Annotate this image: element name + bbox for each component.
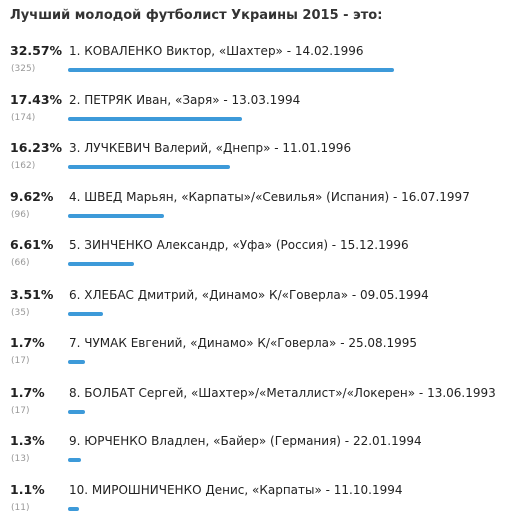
option-percent: 1.7% [10,385,45,400]
poll-title: Лучший молодой футболист Украины 2015 - … [10,8,383,23]
option-label: 5. ЗИНЧЕНКО Александр, «Уфа» (Россия) - … [69,238,409,252]
option-votes: (17) [11,406,30,416]
option-label: 4. ШВЕД Марьян, «Карпаты»/«Севилья» (Исп… [69,190,470,204]
option-votes: (162) [11,161,36,171]
option-percent: 3.51% [10,287,54,302]
option-label: 1. КОВАЛЕНКО Виктор, «Шахтер» - 14.02.19… [69,44,364,58]
option-votes: (66) [11,258,30,268]
option-votes: (11) [11,503,30,513]
option-votes: (325) [11,64,36,74]
poll-option-2: 17.43% 2. ПЕТРЯК Иван, «Заря» - 13.03.19… [0,92,508,132]
poll-option-8: 1.7% 8. БОЛБАТ Сергей, «Шахтер»/«Металли… [0,385,508,425]
option-percent: 6.61% [10,237,54,252]
option-percent: 1.7% [10,335,45,350]
option-votes: (174) [11,113,36,123]
option-label: 6. ХЛЕБАС Дмитрий, «Динамо» К/«Говерла» … [69,288,429,302]
option-bar [68,214,164,218]
poll-option-6: 3.51% 6. ХЛЕБАС Дмитрий, «Динамо» К/«Гов… [0,287,508,327]
option-bar [68,165,230,169]
option-bar [68,410,85,414]
option-percent: 9.62% [10,189,54,204]
option-label: 2. ПЕТРЯК Иван, «Заря» - 13.03.1994 [69,93,301,107]
option-votes: (17) [11,356,30,366]
option-label: 3. ЛУЧКЕВИЧ Валерий, «Днепр» - 11.01.199… [69,141,352,155]
poll-option-1: 32.57% 1. КОВАЛЕНКО Виктор, «Шахтер» - 1… [0,43,508,83]
poll-option-10: 1.1% 10. МИРОШНИЧЕНКО Денис, «Карпаты» -… [0,482,508,522]
option-bar [68,507,79,511]
option-bar [68,68,394,72]
option-percent: 1.3% [10,433,45,448]
poll-option-9: 1.3% 9. ЮРЧЕНКО Владлен, «Байер» (Герман… [0,433,508,473]
poll-option-3: 16.23% 3. ЛУЧКЕВИЧ Валерий, «Днепр» - 11… [0,140,508,180]
option-percent: 16.23% [10,140,63,155]
option-percent: 17.43% [10,92,63,107]
option-label: 10. МИРОШНИЧЕНКО Денис, «Карпаты» - 11.1… [69,483,403,497]
poll-option-5: 6.61% 5. ЗИНЧЕНКО Александр, «Уфа» (Росс… [0,237,508,277]
option-label: 7. ЧУМАК Евгений, «Динамо» К/«Говерла» -… [69,336,418,350]
option-bar [68,262,134,266]
option-bar [68,360,85,364]
option-bar [68,117,242,121]
option-percent: 1.1% [10,482,45,497]
poll-option-7: 1.7% 7. ЧУМАК Евгений, «Динамо» К/«Говер… [0,335,508,375]
option-label: 8. БОЛБАТ Сергей, «Шахтер»/«Металлист»/«… [69,386,496,400]
option-percent: 32.57% [10,43,63,58]
option-votes: (35) [11,308,30,318]
option-bar [68,458,81,462]
option-bar [68,312,103,316]
poll-option-4: 9.62% 4. ШВЕД Марьян, «Карпаты»/«Севилья… [0,189,508,229]
option-label: 9. ЮРЧЕНКО Владлен, «Байер» (Германия) -… [69,434,422,448]
option-votes: (13) [11,454,30,464]
option-votes: (96) [11,210,30,220]
